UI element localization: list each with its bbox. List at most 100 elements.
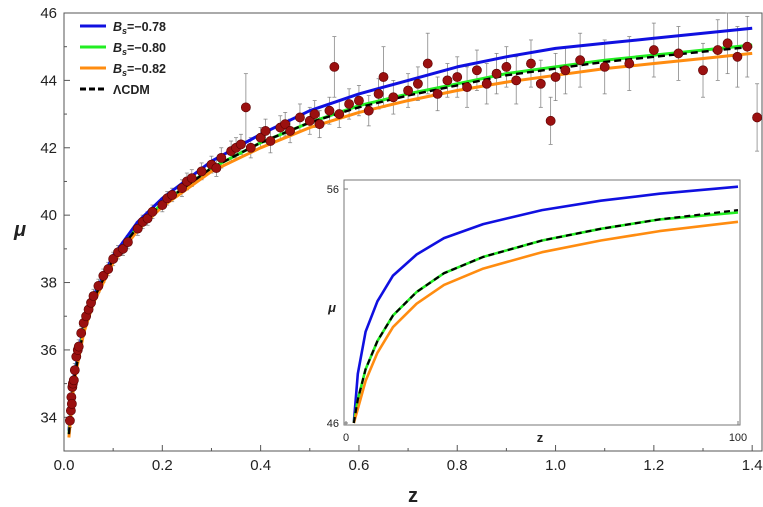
data-point xyxy=(64,415,75,426)
data-point xyxy=(742,41,753,52)
data-point xyxy=(388,92,399,103)
data-point xyxy=(285,126,296,136)
x-tick-label: 0.8 xyxy=(447,457,468,474)
data-point xyxy=(196,166,207,177)
legend: Bs=−0.78 Bs=−0.80 Bs=−0.82 ΛCDM xyxy=(80,20,166,97)
data-point xyxy=(462,82,472,93)
data-point xyxy=(177,183,187,194)
data-point xyxy=(309,109,320,119)
data-point xyxy=(265,136,276,146)
data-point xyxy=(76,328,87,338)
data-point xyxy=(334,109,345,119)
data-point xyxy=(240,102,251,113)
data-point xyxy=(422,58,433,69)
legend-label-value: =−0.78 xyxy=(127,20,166,34)
legend-label: ΛCDM xyxy=(113,83,150,97)
y-tick-label: 44 xyxy=(40,72,57,89)
inset-x-tick-label: 100 xyxy=(729,432,747,444)
x-tick-label: 0.4 xyxy=(250,457,271,474)
inset-curve-series-3 xyxy=(352,209,739,424)
x-tick-label: 1.4 xyxy=(742,457,763,474)
data-point xyxy=(599,62,610,72)
data-point xyxy=(236,139,246,150)
x-tick-label: 0.0 xyxy=(54,457,75,474)
inset-background xyxy=(330,175,755,445)
y-tick-label: 46 xyxy=(40,5,57,22)
data-point xyxy=(481,78,492,89)
legend-label: Bs=−0.80 xyxy=(113,41,166,57)
data-point xyxy=(132,223,143,234)
inset-ticks: 0 100 46 56 xyxy=(327,184,747,444)
inset-x-axis-title: z xyxy=(537,430,544,445)
inset-y-tick-label: 46 xyxy=(327,418,339,430)
x-tick-label: 0.6 xyxy=(348,457,369,474)
data-point xyxy=(712,45,723,55)
x-tick-label: 0.2 xyxy=(152,457,173,474)
data-point xyxy=(186,173,197,183)
data-point xyxy=(575,55,586,66)
data-point xyxy=(698,65,708,76)
data-point xyxy=(211,163,222,173)
data-point xyxy=(673,48,684,59)
data-point xyxy=(147,206,158,217)
data-point xyxy=(73,341,84,352)
legend-label-prefix: ΛCDM xyxy=(113,83,150,97)
data-point xyxy=(68,375,79,386)
data-point xyxy=(722,38,733,49)
data-point xyxy=(314,119,325,130)
legend-label-subscript: s xyxy=(122,47,127,57)
data-point xyxy=(432,88,443,99)
data-point xyxy=(118,243,128,254)
main-plot: 0.0 0.2 0.4 0.6 0.8 1.0 1.2 1.4 34 36 38 40 42 44 46 z… xyxy=(13,5,763,507)
main-plot-frame xyxy=(63,12,763,452)
data-point xyxy=(142,213,153,224)
inset-curve-series-2 xyxy=(352,220,739,424)
data-point xyxy=(354,95,364,106)
data-point xyxy=(648,45,659,55)
x-tick-label: 1.2 xyxy=(643,457,664,474)
data-point xyxy=(732,51,743,62)
data-point xyxy=(363,105,374,116)
data-point xyxy=(103,264,114,274)
y-tick-label: 38 xyxy=(40,275,57,292)
data-point xyxy=(304,115,315,126)
data-point xyxy=(98,270,109,281)
data-point xyxy=(260,126,271,136)
main-points xyxy=(64,38,762,426)
data-point xyxy=(123,237,133,248)
y-tick-label: 34 xyxy=(40,409,57,426)
inset-x-tick-label: 0 xyxy=(343,432,349,444)
legend-label-subscript: s xyxy=(122,26,127,36)
data-point xyxy=(526,58,536,69)
legend-label: Bs=−0.78 xyxy=(113,20,166,36)
data-point xyxy=(93,281,104,291)
y-tick-label: 40 xyxy=(40,207,57,224)
y-tick-label: 36 xyxy=(40,342,57,359)
data-point xyxy=(295,112,305,123)
data-point xyxy=(560,65,571,76)
data-point xyxy=(329,62,340,72)
legend-label-value: =−0.82 xyxy=(127,62,166,76)
legend-label: Bs=−0.82 xyxy=(113,62,166,78)
data-point xyxy=(550,72,561,82)
data-point xyxy=(378,72,389,82)
data-point xyxy=(403,85,413,96)
data-point xyxy=(452,72,463,82)
data-point xyxy=(752,112,762,123)
inset-curves xyxy=(352,185,739,424)
data-point xyxy=(88,291,99,301)
data-point xyxy=(535,78,546,89)
data-point xyxy=(324,105,335,116)
data-point xyxy=(216,152,227,163)
inset-curve-series-0 xyxy=(352,185,739,424)
data-point xyxy=(66,398,77,409)
inset-frame xyxy=(343,179,741,426)
y-tick-label: 42 xyxy=(40,140,57,157)
inset-y-axis-title: μ xyxy=(327,300,336,315)
data-point xyxy=(413,78,423,89)
data-point xyxy=(501,62,512,72)
legend-label-subscript: s xyxy=(122,68,127,78)
data-point xyxy=(344,99,354,109)
data-point xyxy=(491,68,502,79)
main-ticks: 0.0 0.2 0.4 0.6 0.8 1.0 1.2 1.4 34 36 38 40 42 44 46 xyxy=(40,5,762,474)
